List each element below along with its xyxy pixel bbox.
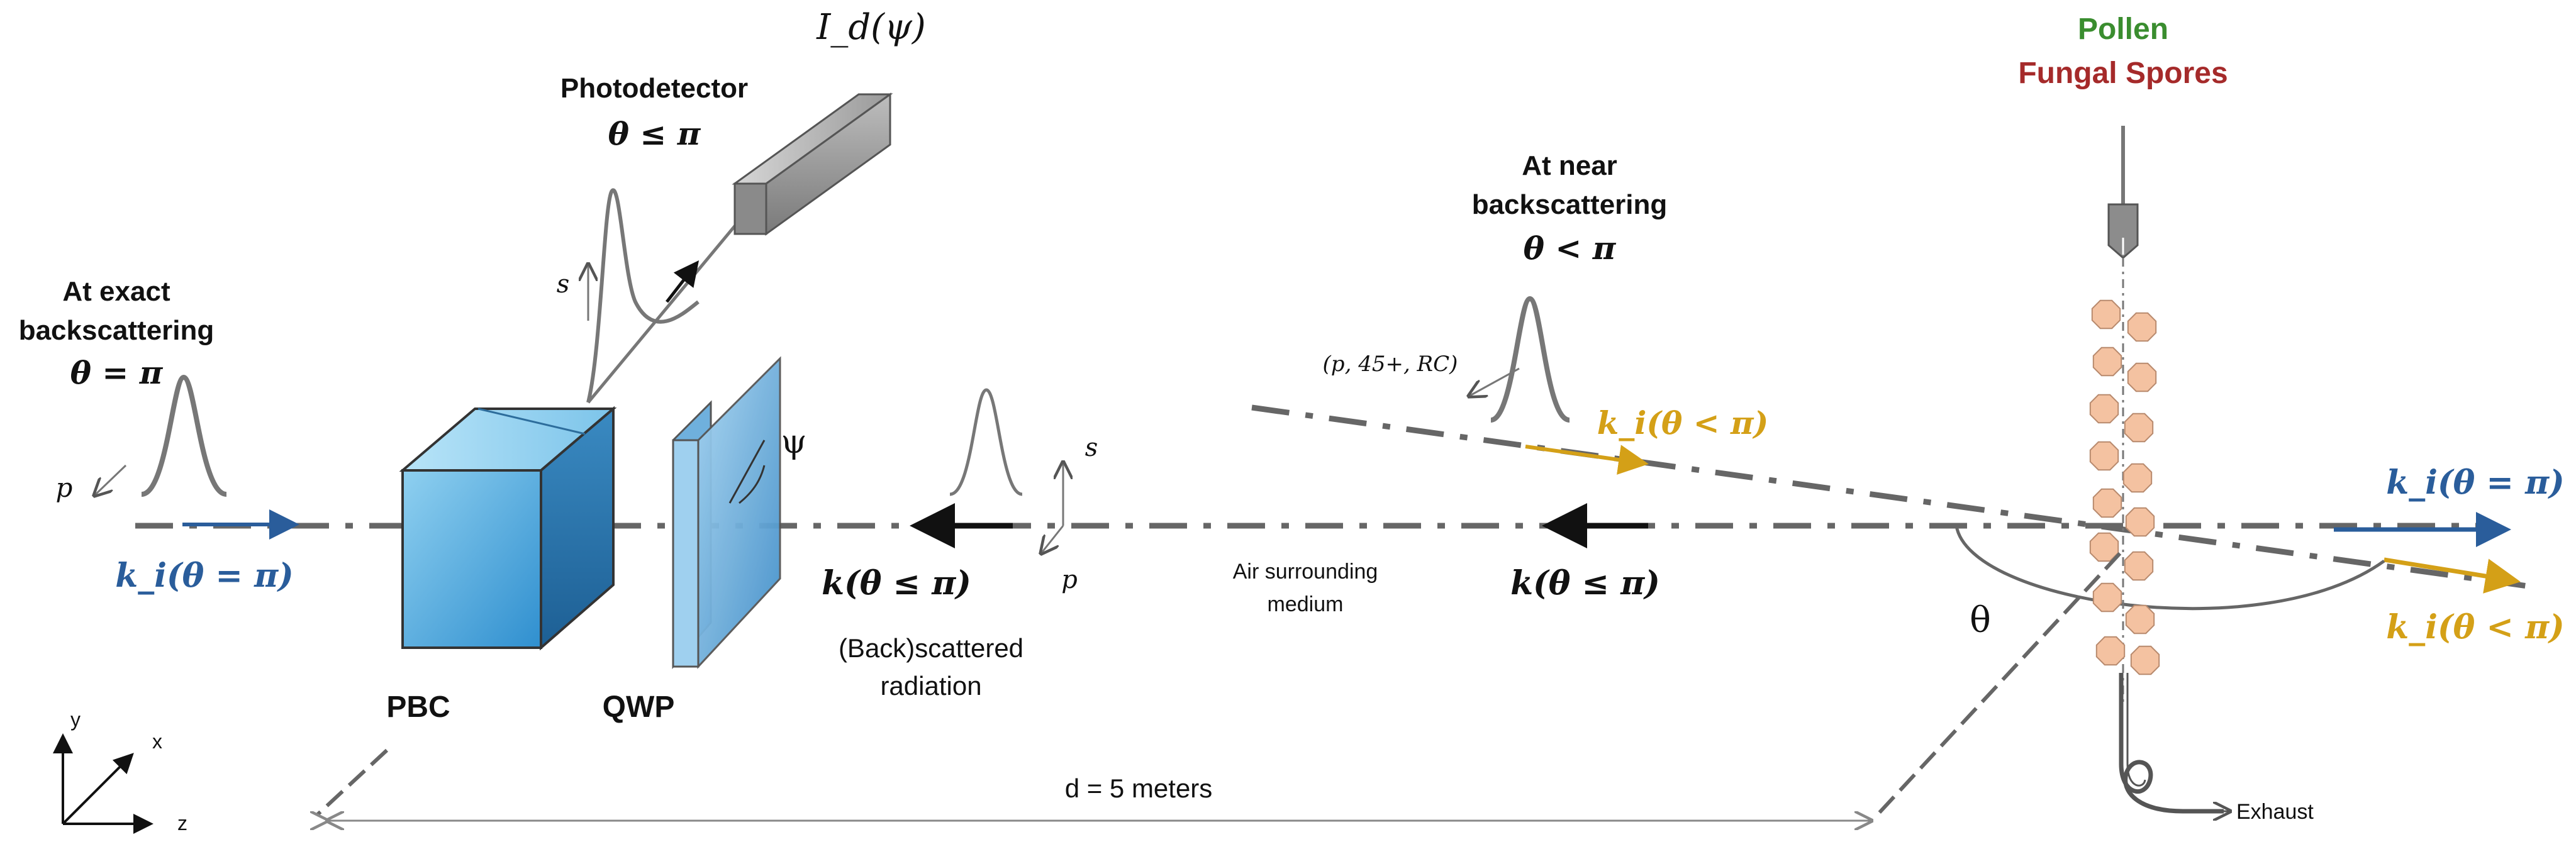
- qwp-plate: [672, 356, 781, 670]
- ki-label-left: k_i(θ = π): [115, 557, 294, 595]
- k-label-right: k(θ ≤ π): [1510, 564, 1660, 602]
- particle-icon: [2095, 636, 2126, 666]
- ki-label-near: k_i(θ < π): [1597, 404, 1769, 441]
- detector-path-line: [587, 216, 744, 404]
- exhaust-tube: [2119, 673, 2230, 811]
- air-medium-line2: medium: [1268, 592, 1344, 616]
- psi-label: ψ: [781, 423, 807, 461]
- p-arrow-mid: [1041, 525, 1064, 553]
- near-backscattering-line2: backscattering: [1472, 189, 1668, 220]
- particle-icon: [2092, 582, 2122, 613]
- perspective-line-left: [316, 748, 389, 816]
- ki-label-right-bot: k_i(θ < π): [2386, 608, 2565, 646]
- p-label-left: p: [56, 472, 73, 503]
- distance-label: d = 5 meters: [1065, 774, 1213, 803]
- particle-stream: [2107, 126, 2139, 704]
- particle-icon: [2125, 604, 2155, 635]
- oblique-beam-line: [1251, 404, 2542, 591]
- detector-direction-arrow: [666, 260, 700, 303]
- p-arrow-left: [94, 464, 127, 496]
- pbc-label: PBC: [386, 690, 450, 724]
- particle-icon: [2127, 312, 2157, 342]
- exact-backscattering-line1: At exact: [62, 276, 170, 307]
- pbc-cube: [399, 406, 617, 651]
- particle-icon: [2124, 551, 2154, 581]
- prc-arrow: [1469, 367, 1520, 396]
- perspective-line-right: [1876, 552, 2122, 816]
- backscattered-line1: (Back)scattered: [839, 633, 1023, 663]
- s-label-top: s: [557, 270, 570, 299]
- detector-pulse: [586, 188, 700, 403]
- id-psi-label: I_d(ψ): [816, 7, 926, 48]
- particle-icon: [2092, 347, 2122, 377]
- axis-z-label: z: [177, 812, 187, 835]
- k-label-mid: k(θ ≤ π): [822, 564, 971, 602]
- p-label-mid: p: [1061, 565, 1078, 594]
- pollen-label: Pollen: [2078, 13, 2168, 46]
- middle-pulse: [949, 388, 1023, 496]
- photodetector-label: Photodetector: [560, 73, 748, 104]
- particle-icon: [2127, 362, 2157, 392]
- particles: [2089, 299, 2160, 675]
- near-pulse: [1490, 296, 1571, 423]
- theta-label: θ: [1970, 600, 1991, 641]
- axis-x-label: x: [152, 730, 162, 753]
- photodetector-icon: [732, 92, 893, 236]
- ki-label-right-top: k_i(θ = π): [2386, 463, 2565, 502]
- particle-icon: [2124, 413, 2154, 443]
- prc-label: (p, 45+, RC): [1323, 352, 1458, 377]
- exact-backscattering-line2: backscattering: [19, 315, 215, 346]
- axis-y-label: y: [70, 708, 81, 731]
- particle-icon: [2089, 394, 2119, 424]
- ki-arrow-near: [1525, 445, 1649, 475]
- axis-triad: [53, 733, 153, 834]
- theta-arc: [1954, 525, 2385, 611]
- qwp-label: QWP: [603, 690, 675, 724]
- air-medium-line1: Air surrounding: [1233, 560, 1378, 584]
- particle-icon: [2091, 299, 2121, 330]
- particle-icon: [2089, 441, 2119, 471]
- particle-icon: [2125, 507, 2155, 537]
- ki-arrow-right-bot: [2384, 557, 2521, 594]
- backscattered-line2: radiation: [880, 671, 981, 701]
- s-label-mid: s: [1085, 433, 1098, 462]
- exhaust-label: Exhaust: [2236, 800, 2314, 824]
- fungal-spores-label: Fungal Spores: [2018, 57, 2228, 90]
- exact-backscattering-theta: θ = π: [70, 354, 164, 391]
- particle-icon: [2130, 645, 2160, 675]
- near-backscattering-theta: θ < π: [1524, 230, 1617, 267]
- near-backscattering-line1: At near: [1522, 150, 1617, 181]
- left-pulse: [140, 374, 228, 497]
- particle-icon: [2122, 463, 2153, 493]
- photodetector-theta: θ ≤ π: [608, 115, 701, 152]
- particle-icon: [2092, 488, 2122, 518]
- particle-icon: [2089, 532, 2119, 562]
